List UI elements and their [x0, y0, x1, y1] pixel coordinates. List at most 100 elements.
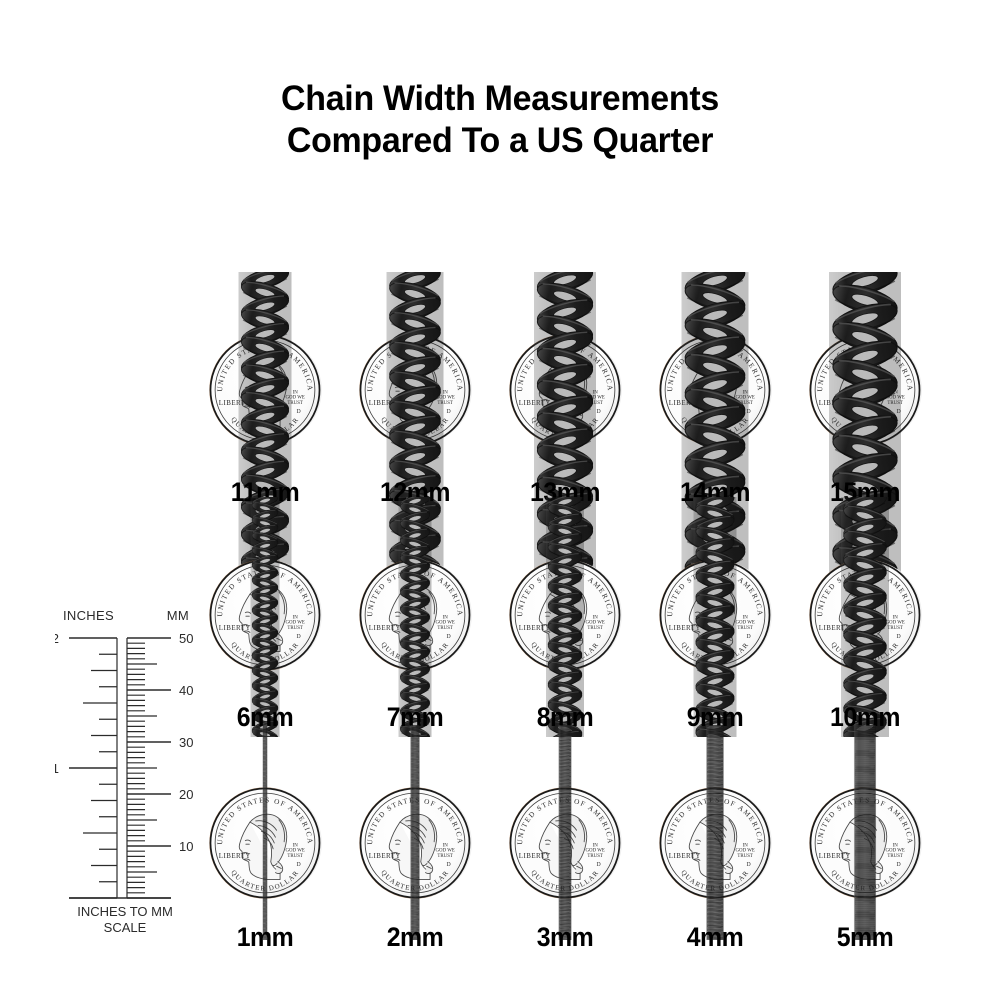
svg-text:TRUST: TRUST — [587, 854, 603, 859]
svg-text:IN: IN — [293, 843, 299, 848]
sample-stage: UNITED STATES OF AMERICAQUARTER DOLLARLI… — [490, 483, 640, 797]
chain-strand — [853, 724, 877, 942]
sample-stage: UNITED STATES OF AMERICAQUARTER DOLLARLI… — [790, 724, 940, 1000]
sample-stage: UNITED STATES OF AMERICAQUARTER DOLLARLI… — [340, 485, 490, 797]
chain-graphic — [546, 483, 584, 758]
svg-text:D: D — [747, 409, 751, 415]
svg-text:TRUST: TRUST — [737, 854, 753, 859]
title-line-2: Compared To a US Quarter — [286, 121, 714, 160]
svg-text:GOD WE: GOD WE — [885, 621, 904, 626]
svg-text:GOD WE: GOD WE — [585, 849, 604, 854]
ruler-header-mm: MM — [166, 608, 189, 623]
chain-size-label: 3mm — [536, 922, 594, 952]
svg-text:LIBERTY: LIBERTY — [519, 624, 551, 632]
title-line-1: Chain Width Measurements — [281, 79, 719, 118]
chain-strand — [410, 724, 420, 941]
svg-text:GOD WE: GOD WE — [735, 849, 754, 854]
svg-text:LIBERTY: LIBERTY — [519, 852, 551, 860]
chain-strand — [706, 724, 725, 941]
svg-text:D: D — [597, 634, 601, 640]
sample-stage: UNITED STATES OF AMERICAQUARTER DOLLARLI… — [340, 724, 490, 1000]
svg-text:TRUST: TRUST — [887, 854, 903, 859]
svg-text:IN: IN — [893, 843, 899, 848]
svg-text:IN: IN — [293, 615, 299, 620]
svg-text:D: D — [297, 409, 301, 415]
svg-text:IN: IN — [743, 843, 749, 848]
us-quarter-coin: UNITED STATES OF AMERICAQUARTER DOLLARLI… — [209, 559, 322, 671]
svg-text:20: 20 — [179, 787, 193, 802]
svg-text:LIBERTY: LIBERTY — [369, 852, 401, 860]
svg-text:50: 50 — [179, 631, 193, 646]
svg-text:TRUST: TRUST — [437, 401, 453, 406]
chain-sample-5mm[interactable]: UNITED STATES OF AMERICAQUARTER DOLLARLI… — [790, 724, 940, 1000]
chain-sample-1mm[interactable]: UNITED STATES OF AMERICAQUARTER DOLLARLI… — [190, 724, 340, 1000]
svg-text:LIBERTY: LIBERTY — [219, 399, 251, 407]
chain-size-label: 1mm — [236, 922, 294, 952]
svg-text:IN: IN — [443, 843, 449, 848]
ruler-caption-line-1: INCHES TO MM — [77, 904, 173, 919]
svg-text:D: D — [597, 409, 601, 415]
chain-sample-7mm[interactable]: UNITED STATES OF AMERICAQUARTER DOLLARLI… — [340, 485, 490, 797]
ruler-graphic: 1 2 10 20 30 40 50 — [55, 631, 193, 899]
svg-text:GOD WE: GOD WE — [735, 621, 754, 626]
ruler-caption-line-2: SCALE — [103, 920, 147, 935]
svg-text:TRUST: TRUST — [287, 401, 303, 406]
svg-text:2: 2 — [55, 631, 59, 646]
svg-text:40: 40 — [179, 683, 193, 698]
chain-graphic — [398, 485, 432, 750]
svg-text:D: D — [447, 409, 451, 415]
sample-stage: UNITED STATES OF AMERICAQUARTER DOLLARLI… — [190, 487, 340, 797]
svg-text:LIBERTY: LIBERTY — [669, 852, 701, 860]
svg-text:IN: IN — [593, 615, 599, 620]
svg-text:LIBERTY: LIBERTY — [669, 624, 701, 632]
chain-size-label: 4mm — [686, 922, 744, 952]
page-title: Chain Width Measurements Compared To a U… — [0, 78, 1000, 162]
chain-strand — [546, 483, 584, 758]
chain-graphic — [853, 724, 877, 942]
ruler-headers: INCHES MM — [55, 608, 195, 624]
svg-text:LIBERTY: LIBERTY — [369, 624, 401, 632]
chain-strand — [558, 724, 572, 942]
chain-sample-3mm[interactable]: UNITED STATES OF AMERICAQUARTER DOLLARLI… — [490, 724, 640, 1000]
svg-text:IN: IN — [743, 615, 749, 620]
svg-text:10: 10 — [179, 839, 193, 854]
svg-text:TRUST: TRUST — [887, 626, 903, 631]
sample-stage: UNITED STATES OF AMERICAQUARTER DOLLARLI… — [490, 724, 640, 1000]
chain-size-label: 5mm — [836, 922, 894, 952]
svg-text:LIBERTY: LIBERTY — [369, 399, 401, 407]
chain-size-label: 2mm — [386, 922, 444, 952]
svg-text:IN: IN — [443, 615, 449, 620]
svg-text:GOD WE: GOD WE — [435, 849, 454, 854]
chain-sample-4mm[interactable]: UNITED STATES OF AMERICAQUARTER DOLLARLI… — [640, 724, 790, 1000]
svg-text:TRUST: TRUST — [587, 626, 603, 631]
svg-text:GOD WE: GOD WE — [885, 849, 904, 854]
chain-sample-8mm[interactable]: UNITED STATES OF AMERICAQUARTER DOLLARLI… — [490, 483, 640, 797]
svg-text:GOD WE: GOD WE — [285, 849, 304, 854]
svg-text:D: D — [897, 862, 901, 868]
chain-strand — [841, 480, 889, 764]
svg-text:IN: IN — [443, 390, 449, 395]
chain-sample-2mm[interactable]: UNITED STATES OF AMERICAQUARTER DOLLARLI… — [340, 724, 490, 1000]
chain-sample-9mm[interactable]: UNITED STATES OF AMERICAQUARTER DOLLARLI… — [640, 482, 790, 797]
svg-text:LIBERTY: LIBERTY — [219, 624, 251, 632]
svg-text:D: D — [447, 634, 451, 640]
chain-strand — [262, 724, 268, 941]
chain-strand — [693, 482, 737, 759]
svg-text:TRUST: TRUST — [437, 854, 453, 859]
svg-text:D: D — [297, 862, 301, 868]
inches-to-mm-ruler: INCHES MM 1 2 10 20 30 40 50 INCHES TO MM SCAL… — [55, 608, 195, 948]
chain-graphic — [250, 487, 280, 749]
sample-stage: UNITED STATES OF AMERICAQUARTER DOLLARLI… — [640, 724, 790, 1000]
svg-text:IN: IN — [593, 843, 599, 848]
svg-text:D: D — [747, 862, 751, 868]
svg-text:IN: IN — [293, 390, 299, 395]
svg-text:GOD WE: GOD WE — [285, 396, 304, 401]
chain-sample-6mm[interactable]: UNITED STATES OF AMERICAQUARTER DOLLARLI… — [190, 487, 340, 797]
svg-text:TRUST: TRUST — [287, 626, 303, 631]
svg-text:TRUST: TRUST — [737, 626, 753, 631]
svg-text:D: D — [897, 634, 901, 640]
ruler-header-inches: INCHES — [63, 608, 114, 623]
chain-strand — [250, 487, 280, 749]
chain-strand — [398, 485, 432, 750]
